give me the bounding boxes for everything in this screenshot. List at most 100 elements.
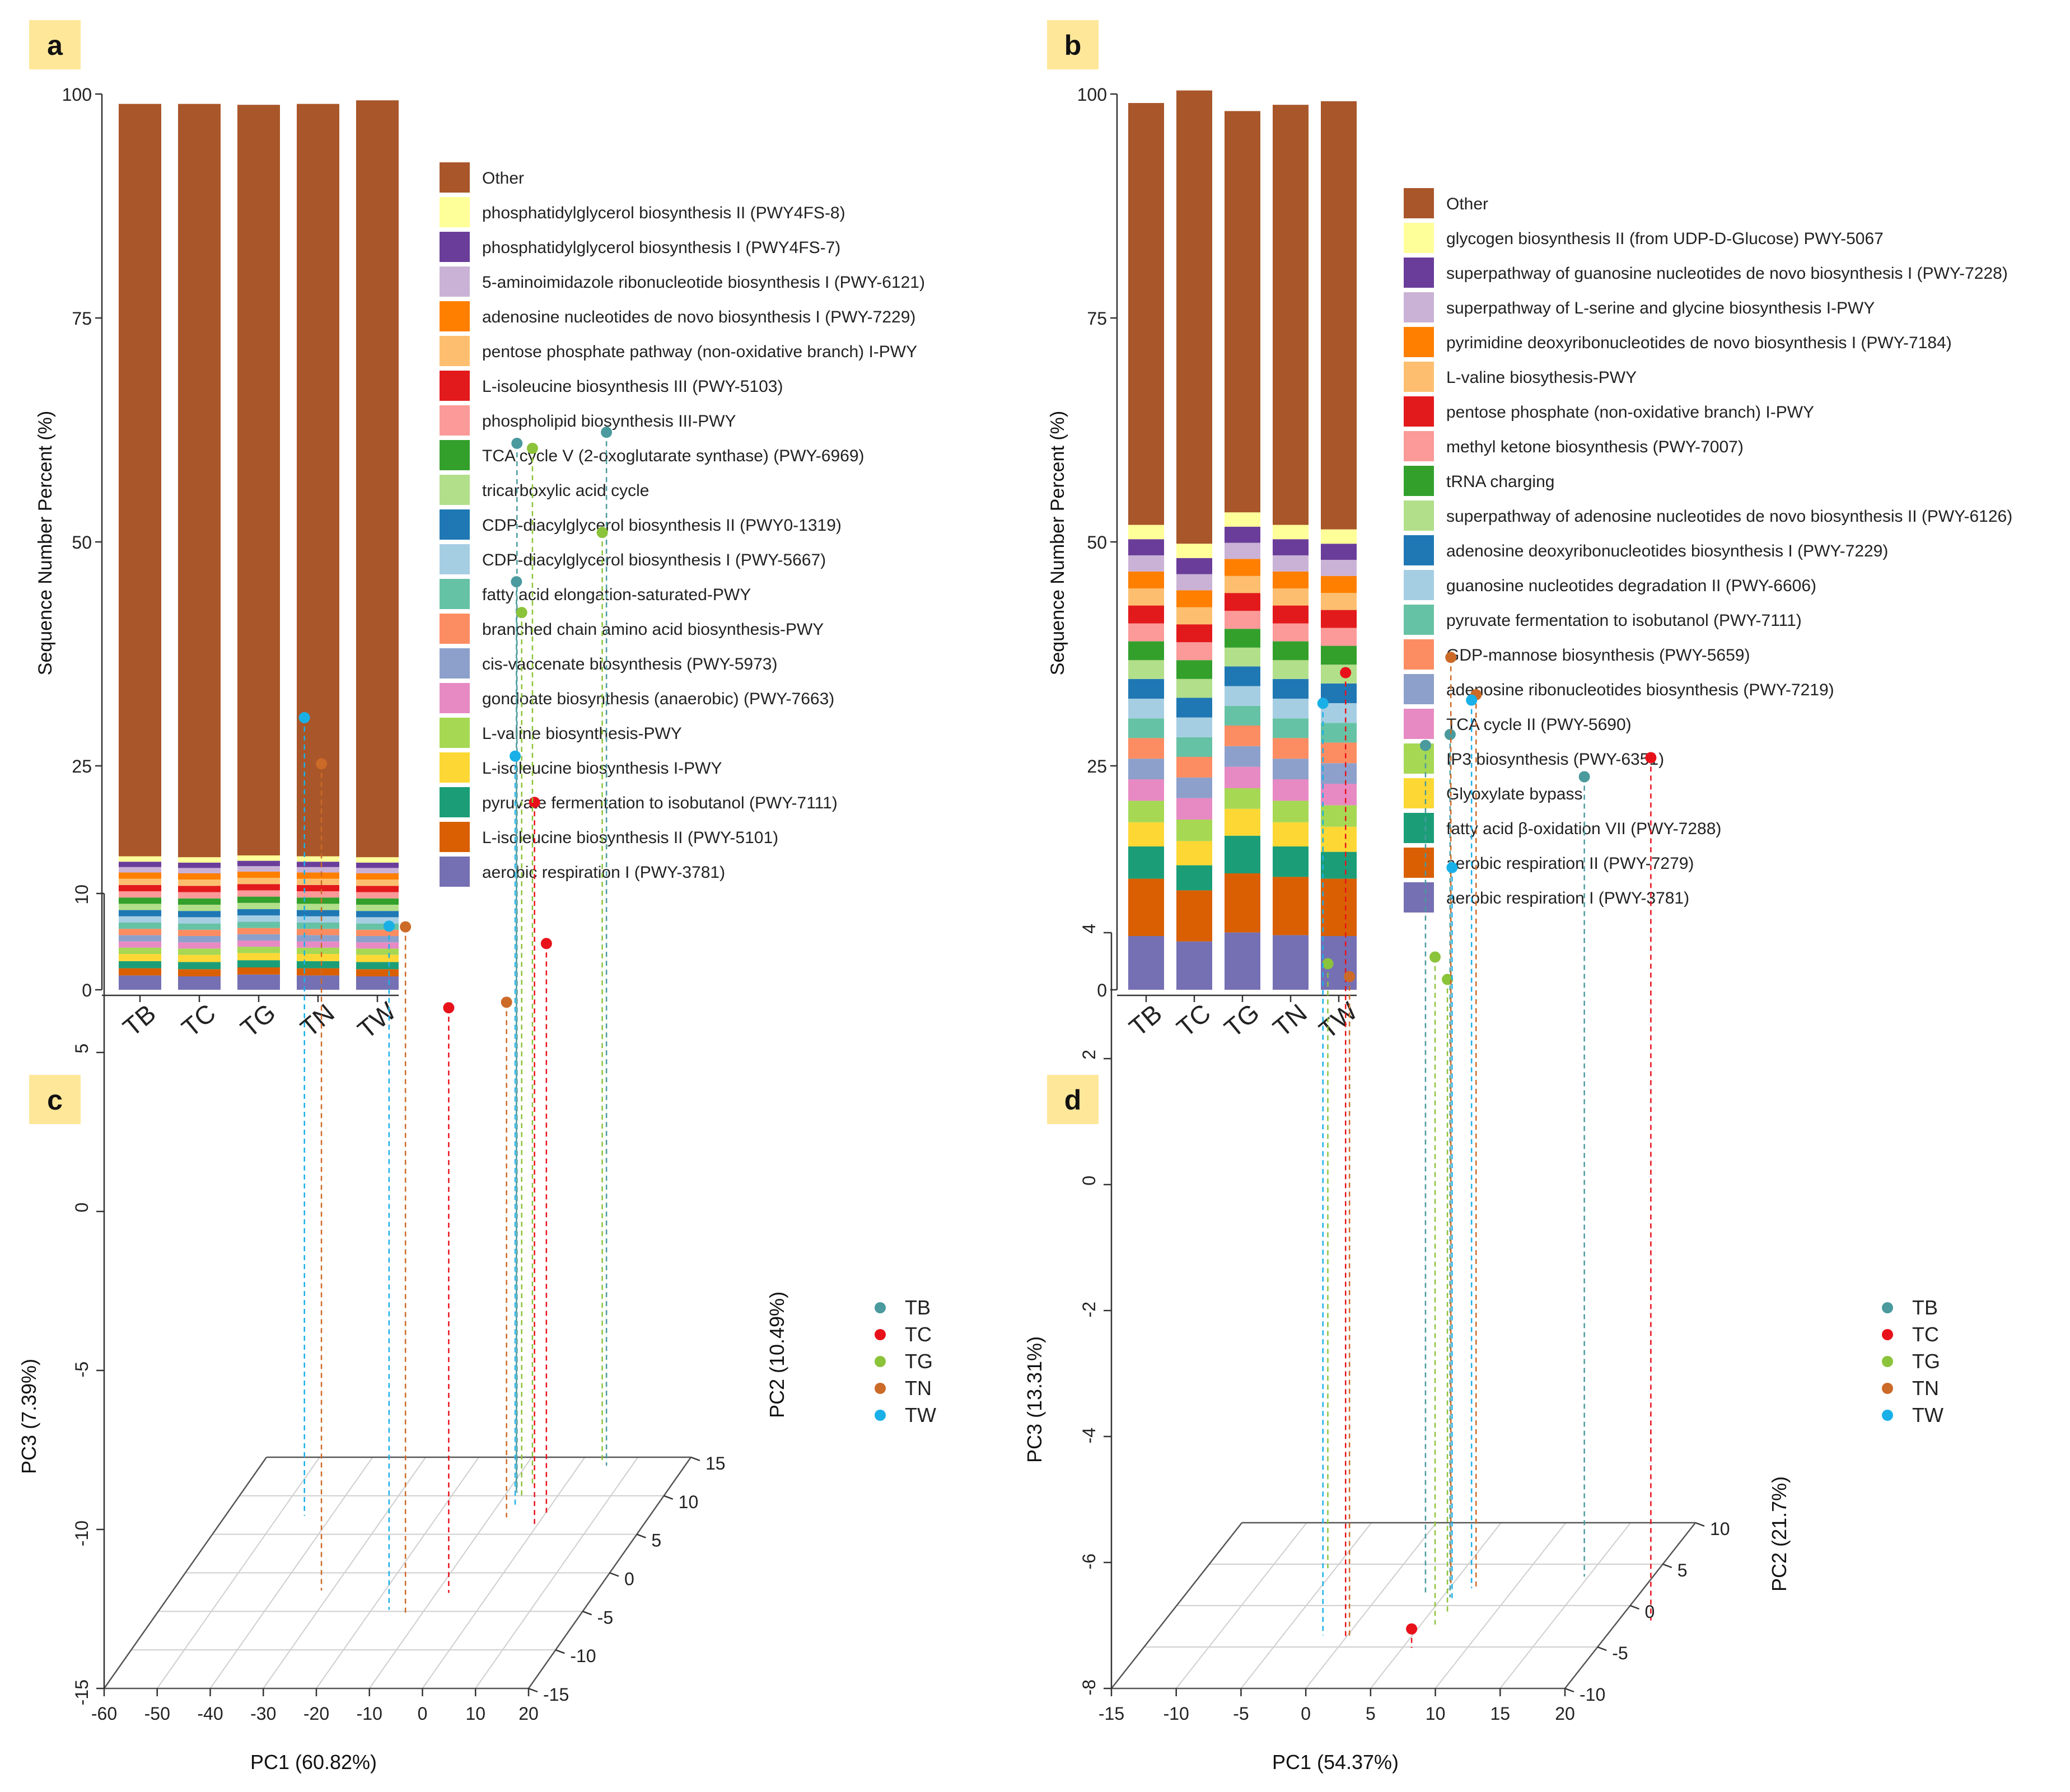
a-bar-segment-TB-9 [119, 916, 161, 923]
b-legend-label: glycogen biosynthesis II (from UDP-D-Glu… [1446, 230, 1884, 248]
a-bar-segment-TW-1 [356, 969, 399, 976]
a-legend-label: 5-aminoimidazole ribonucleotide biosynth… [482, 273, 925, 292]
b-bar-segment-TN-17 [1273, 555, 1309, 572]
b-bar-segment-TG-16 [1225, 559, 1260, 576]
b-bar-segment-TC-12 [1176, 660, 1212, 679]
b-legend-swatch [1404, 500, 1434, 531]
b-bar-segment-TW-1 [1321, 878, 1357, 936]
a-bar-segment-TN-18 [297, 862, 339, 867]
a-bar-segment-TG-7 [237, 928, 280, 934]
b-bar-segment-TN-12 [1273, 641, 1309, 661]
b-bar-segment-TG-2 [1225, 835, 1260, 873]
a-bar-segment-TC-2 [178, 962, 221, 970]
a-bar-segment-TN-19 [297, 856, 339, 862]
c-point-TW [510, 750, 521, 762]
a-bar-segment-TW-18 [356, 862, 399, 868]
b-bar-segment-TW-20 [1321, 101, 1357, 530]
b-bar-segment-TG-18 [1225, 526, 1260, 543]
a-legend-swatch [440, 614, 470, 644]
a-bar-segment-TN-14 [297, 885, 339, 891]
b-legend-swatch [1404, 223, 1434, 253]
a-bar-segment-TB-16 [119, 872, 161, 879]
a-bar-segment-TC-6 [178, 936, 221, 943]
a-bar-segment-TC-11 [178, 905, 221, 911]
b-y-tick-label: 0 [1097, 980, 1107, 1000]
a-bar-segment-TG-8 [237, 921, 280, 928]
b-bar-segment-TC-14 [1176, 624, 1212, 643]
d-y-tick [1662, 1563, 1672, 1569]
b-bar-segment-TN-15 [1273, 588, 1309, 606]
c-x-tick-label: 20 [518, 1704, 539, 1724]
a-bar-segment-TC-4 [178, 948, 221, 955]
b-legend-swatch [1404, 258, 1434, 288]
d-z-tick-label: 4 [1079, 924, 1099, 934]
c-x-tick-label: 10 [465, 1704, 485, 1724]
b-bar-segment-TG-6 [1225, 746, 1260, 767]
d-legend-marker-TB [1882, 1302, 1893, 1313]
c-point-TW [298, 712, 310, 723]
a-bar-segment-TB-6 [119, 935, 161, 942]
b-bar-segment-TW-12 [1321, 645, 1357, 665]
a-legend-label: CDP-diacylglycerol biosynthesis I (PWY-5… [482, 551, 826, 569]
a-bar-segment-TG-2 [237, 960, 280, 967]
b-bar-segment-TC-11 [1176, 679, 1212, 698]
b-legend-label: guanosine nucleotides degradation II (PW… [1446, 577, 1816, 595]
a-legend-swatch [440, 336, 470, 366]
b-legend-swatch [1404, 535, 1434, 565]
a-bar-segment-TN-13 [297, 891, 339, 898]
c-y-tick-label: 5 [651, 1531, 661, 1551]
b-legend-swatch [1404, 709, 1434, 739]
d-point-TC [1340, 667, 1352, 679]
c-z-tick-label: 5 [72, 1044, 92, 1054]
b-bar-segment-TC-2 [1176, 865, 1212, 891]
a-bar-segment-TG-17 [237, 866, 280, 872]
a-bar-segment-TW-0 [356, 976, 399, 990]
panel-d-z-axis-label: PC3 (13.31%) [1023, 1336, 1046, 1463]
a-bar-segment-TB-2 [119, 961, 161, 968]
a-bar-segment-TG-18 [237, 860, 280, 867]
b-bar-segment-TB-16 [1128, 571, 1164, 589]
b-legend-swatch [1404, 362, 1434, 392]
d-legend-marker-TG [1882, 1356, 1893, 1367]
a-bar-segment-TN-11 [297, 904, 339, 910]
b-bar-segment-TN-5 [1273, 779, 1309, 801]
panel-d-x-axis-label: PC1 (54.37%) [1272, 1751, 1399, 1774]
a-bar-segment-TC-17 [178, 868, 221, 873]
a-bar-segment-TC-12 [178, 898, 221, 905]
b-legend-swatch [1404, 605, 1434, 635]
c-y-tick [609, 1572, 619, 1577]
b-legend-label: adenosine ribonucleotides biosynthesis (… [1446, 681, 1834, 699]
b-bar-segment-TW-7 [1321, 742, 1357, 764]
c-point-TC [540, 938, 552, 949]
a-bar-segment-TW-13 [356, 892, 399, 899]
a-bar-segment-TW-12 [356, 898, 399, 905]
a-legend-swatch [440, 266, 470, 297]
b-bar-segment-TB-18 [1128, 539, 1164, 555]
a-bar-segment-TN-4 [297, 947, 339, 954]
b-bar-segment-TN-11 [1273, 660, 1309, 679]
b-bar-segment-TW-16 [1321, 576, 1357, 593]
d-z-tick-label: 2 [1079, 1050, 1099, 1060]
panel-c-y-axis-label: PC2 (10.49%) [765, 1292, 788, 1418]
b-bar-segment-TB-8 [1128, 718, 1164, 738]
b-bar-segment-TW-19 [1321, 529, 1357, 544]
a-bar-segment-TW-15 [356, 879, 399, 886]
b-bar-segment-TW-3 [1321, 826, 1357, 852]
b-bar-segment-TC-6 [1176, 777, 1212, 798]
a-bar-segment-TW-4 [356, 948, 399, 955]
c-x-tick-label: 0 [418, 1704, 428, 1724]
a-legend-label: gondoate biosynthesis (anaerobic) (PWY-7… [482, 690, 834, 708]
b-bar-segment-TB-0 [1128, 936, 1164, 990]
a-bar-segment-TW-8 [356, 923, 399, 930]
c-x-tick-label: -50 [144, 1704, 170, 1724]
a-bar-segment-TC-13 [178, 892, 221, 899]
a-bar-segment-TW-7 [356, 929, 399, 936]
b-legend-label: aerobic respiration I (PWY-3781) [1446, 889, 1689, 907]
a-legend-swatch [440, 579, 470, 609]
a-bar-segment-TC-16 [178, 873, 221, 880]
a-legend-swatch [440, 475, 470, 505]
b-bar-segment-TG-4 [1225, 788, 1260, 809]
panel-c-label: c [47, 1084, 63, 1116]
a-legend-label: pentose phosphate pathway (non-oxidative… [482, 343, 917, 361]
a-legend-label: TCA cycle V (2-oxoglutarate synthase) (P… [482, 447, 865, 465]
